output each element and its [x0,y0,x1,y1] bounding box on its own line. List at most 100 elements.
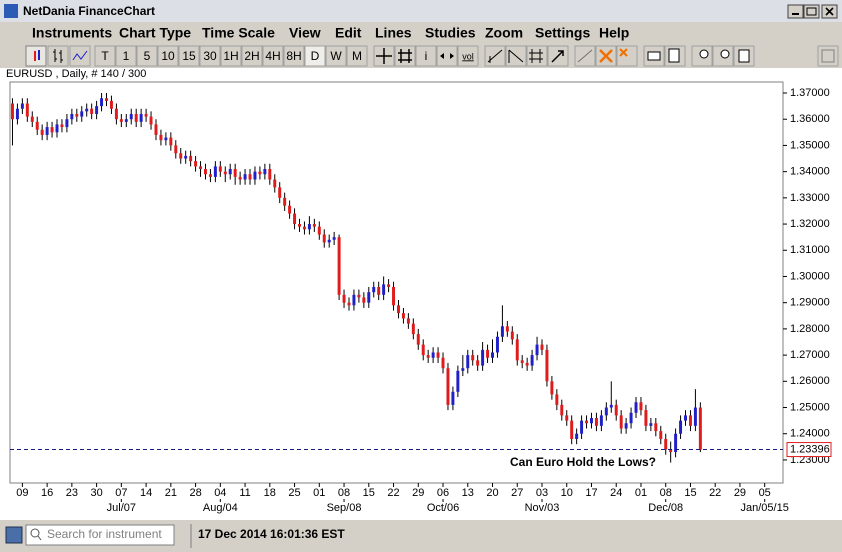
toolbar-button[interactable] [262,45,284,67]
toolbar-label: T [101,49,109,63]
candle-body [228,169,232,175]
toolbar-button[interactable] [136,45,158,67]
candle-body [426,355,430,358]
candle-body [688,415,692,426]
candle-body [510,331,514,340]
candle-body [184,155,188,159]
detach-icon [821,49,835,63]
search-box[interactable] [25,524,175,546]
x-tick-label: 08 [660,487,672,499]
toolbar-button[interactable] [457,45,479,67]
menu-item[interactable]: Settings [535,25,590,41]
menu-item[interactable]: Studies [425,25,476,41]
bar-button[interactable] [47,45,69,67]
search-placeholder: Search for instrument [47,527,162,541]
candle-body [466,355,470,369]
search-icon [37,535,42,541]
candle-body [679,420,683,434]
candle-body [599,415,603,426]
toolbar-button[interactable] [178,45,200,67]
x-tick-label: 10 [561,487,573,499]
x-tick-label: 07 [115,487,127,499]
menu-item[interactable]: Lines [375,25,412,41]
candle-body [451,391,455,405]
candle-body [317,226,321,235]
candle-body [585,420,589,424]
candle-body [243,174,247,180]
candle-body [208,174,212,177]
candle-body [619,415,623,429]
y-tick-label: 1.28000 [790,323,830,335]
status-icon [5,526,23,544]
x-month-label: Sep/08 [327,502,362,514]
detach-button[interactable] [817,45,839,67]
candle-body [476,360,480,366]
menu-item[interactable]: View [289,25,321,41]
chart-info: EURUSD , Daily, # 140 / 300 [6,68,146,80]
x-month-label: Jul/07 [107,502,136,514]
toolbar-button[interactable] [157,45,179,67]
scroll-button[interactable] [436,45,458,67]
candle-body [382,284,386,295]
candle-body [614,404,618,416]
candle-body [416,334,420,345]
plot-area [9,81,784,484]
x-month-label: Nov/03 [525,502,560,514]
toolbar-button[interactable] [325,45,347,67]
toolbar-button[interactable] [220,45,242,67]
x-tick-label: 27 [511,487,523,499]
candle-body [352,294,356,306]
x-tick-label: 20 [486,487,498,499]
candle-body [387,284,391,287]
x-tick-label: 21 [165,487,177,499]
arrow-icon [551,50,564,63]
x-tick-label: 01 [313,487,325,499]
menu-item[interactable]: Chart Type [119,25,191,41]
toolbar-button[interactable] [94,45,116,67]
toolbar-button[interactable] [199,45,221,67]
candle-body [396,305,400,314]
menu-item[interactable]: Edit [335,25,362,41]
x-tick-label: 22 [709,487,721,499]
menu-item[interactable]: Time Scale [202,25,275,41]
candle-body [238,176,242,180]
maximize-button[interactable] [803,4,820,19]
menu-item[interactable]: Zoom [485,25,523,41]
bar-icon [53,49,63,63]
menu-item[interactable]: Help [599,25,629,41]
candle-body [30,116,34,122]
toolbar-button[interactable] [346,45,368,67]
toolbar-button[interactable] [241,45,263,67]
candle-body [154,124,158,135]
menu-item[interactable]: Instruments [32,25,112,41]
candle-body [25,103,29,117]
line-button[interactable] [69,45,91,67]
zoom-out-icon [720,49,730,59]
candle-body [446,368,450,405]
candle-body [134,113,138,122]
toolbar-button[interactable] [115,45,137,67]
candle-body [95,106,99,114]
candle-body [194,161,198,167]
y-tick-label: 1.31000 [790,244,830,256]
channel-button[interactable] [526,45,548,67]
x-tick-label: 15 [363,487,375,499]
candle-body [149,116,153,125]
candle-body [213,166,217,177]
minimize-button[interactable] [787,4,804,19]
candle-body [293,213,297,225]
trendline-icon [487,49,503,63]
x-tick-label: 04 [214,487,226,499]
zoom-in-icon [699,49,709,59]
toolbar-button[interactable] [304,45,326,67]
grid-button[interactable] [394,45,416,67]
toolbar-label: 10 [161,49,175,63]
candle-body [421,344,425,356]
candle-body [70,113,74,120]
candle-body [179,153,183,159]
toolbar-button[interactable] [283,45,305,67]
delete-all-icon [619,48,628,57]
candle-body [283,197,287,206]
toolbar-button[interactable] [415,45,437,67]
